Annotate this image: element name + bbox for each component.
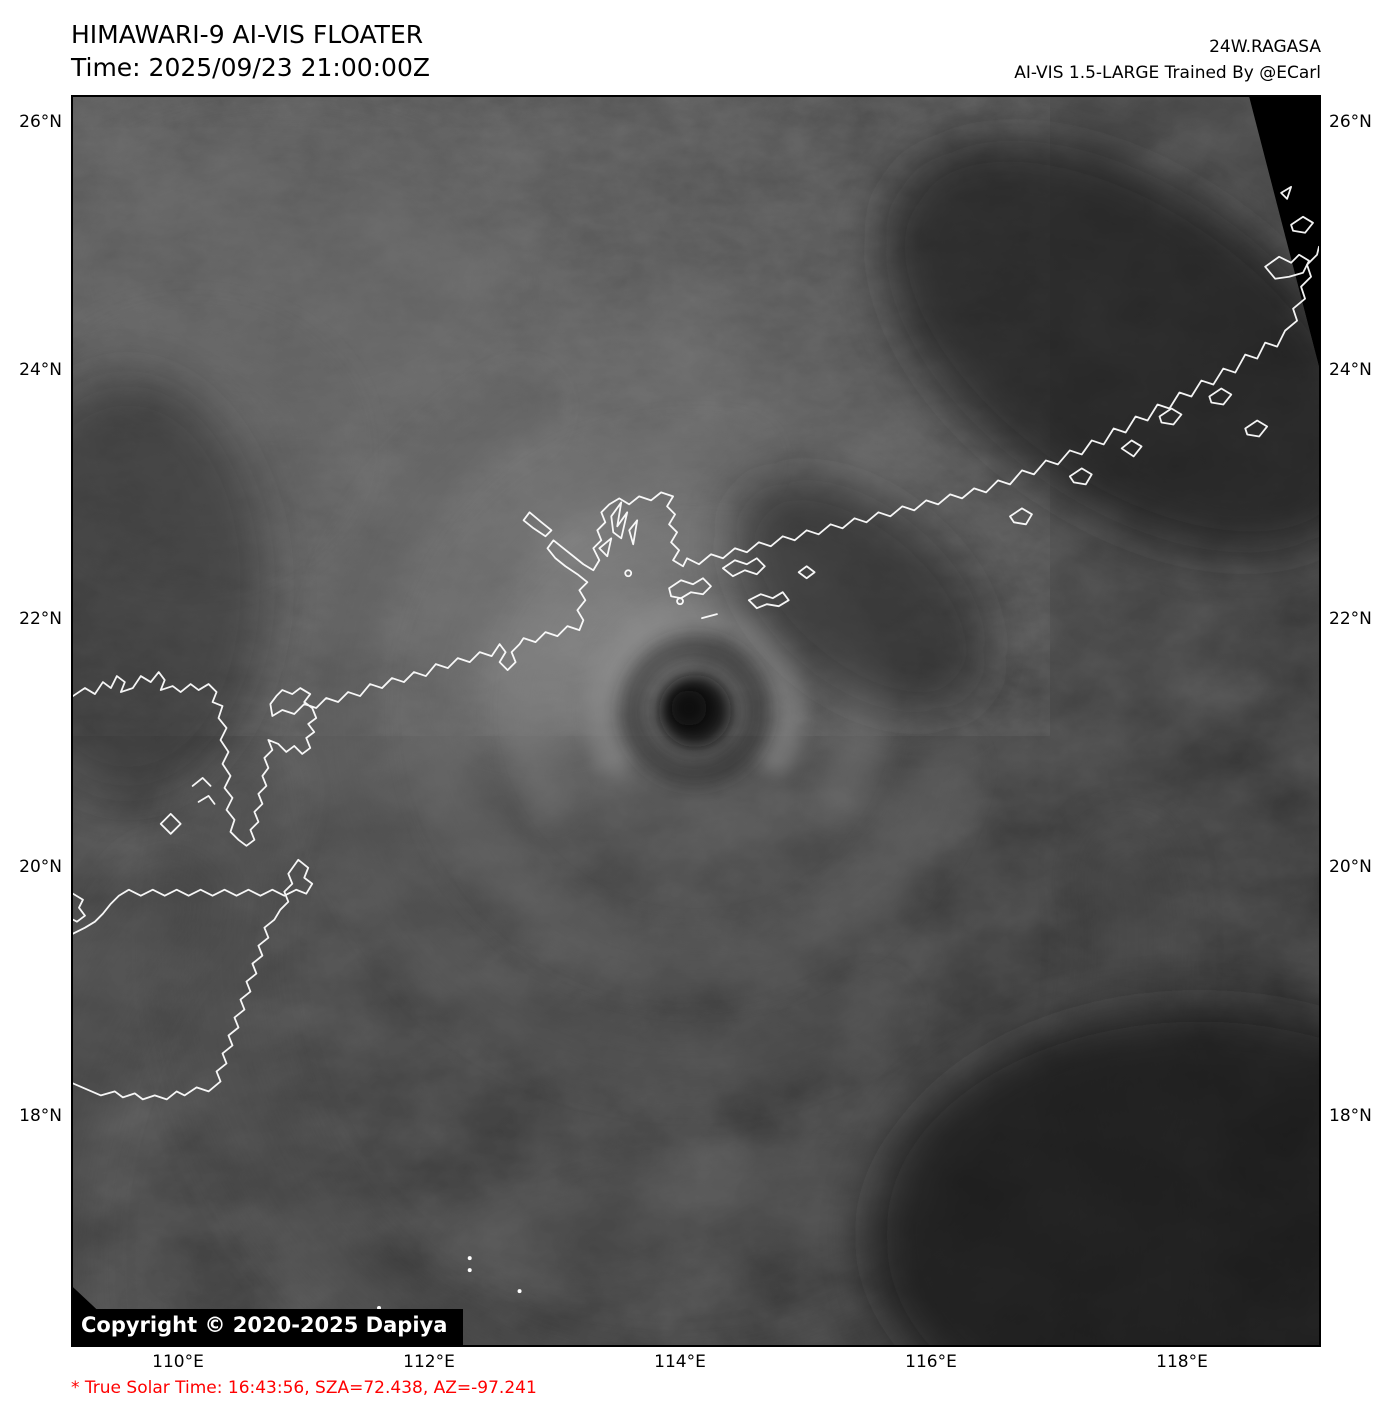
lon-label-118e: 118°E [1156,1352,1208,1372]
typhoon-eye [620,636,770,786]
page-title: HIMAWARI-9 AI-VIS FLOATER [71,20,424,49]
coastline-overlay [73,185,1319,1101]
island-cluster [668,577,712,600]
fujian-islands [1009,185,1314,526]
lon-label-112e: 112°E [403,1352,455,1372]
timestamp: Time: 2025/09/23 21:00:00Z [71,53,430,82]
model-credit: AI-VIS 1.5-LARGE Trained By @ECarl [1014,63,1321,83]
lat-label-left-24n: 24°N [19,360,62,380]
solar-time-note: * True Solar Time: 16:43:56, SZA=72.438,… [71,1378,537,1398]
lon-label-116e: 116°E [905,1352,957,1372]
small-island-dots [377,1256,522,1311]
lat-label-left-20n: 20°N [19,857,62,877]
lat-label-right-22n: 22°N [1329,609,1372,629]
lat-label-left-26n: 26°N [19,112,62,132]
satellite-data-layer [73,97,1319,1345]
lon-label-110e: 110°E [152,1352,204,1372]
lat-label-right-20n: 20°N [1329,857,1372,877]
figure-title-block: HIMAWARI-9 AI-VIS FLOATER Time: 2025/09/… [71,18,430,84]
satellite-image [73,97,1319,1345]
header-right-block: 24W.RAGASA AI-VIS 1.5-LARGE Trained By @… [1014,34,1321,86]
hainan-coastline [73,858,314,1101]
copyright-label: Copyright © 2020-2025 Dapiya [73,1309,464,1345]
storm-id: 24W.RAGASA [1209,37,1321,57]
satellite-image-frame: Copyright © 2020-2025 Dapiya [71,95,1321,1347]
lat-label-right-18n: 18°N [1329,1106,1372,1126]
lat-label-left-22n: 22°N [19,609,62,629]
mainland-coastline [73,245,1319,847]
lat-label-right-24n: 24°N [1329,360,1372,380]
lat-label-right-26n: 26°N [1329,112,1372,132]
lon-label-114e: 114°E [654,1352,706,1372]
lat-label-left-18n: 18°N [19,1106,62,1126]
